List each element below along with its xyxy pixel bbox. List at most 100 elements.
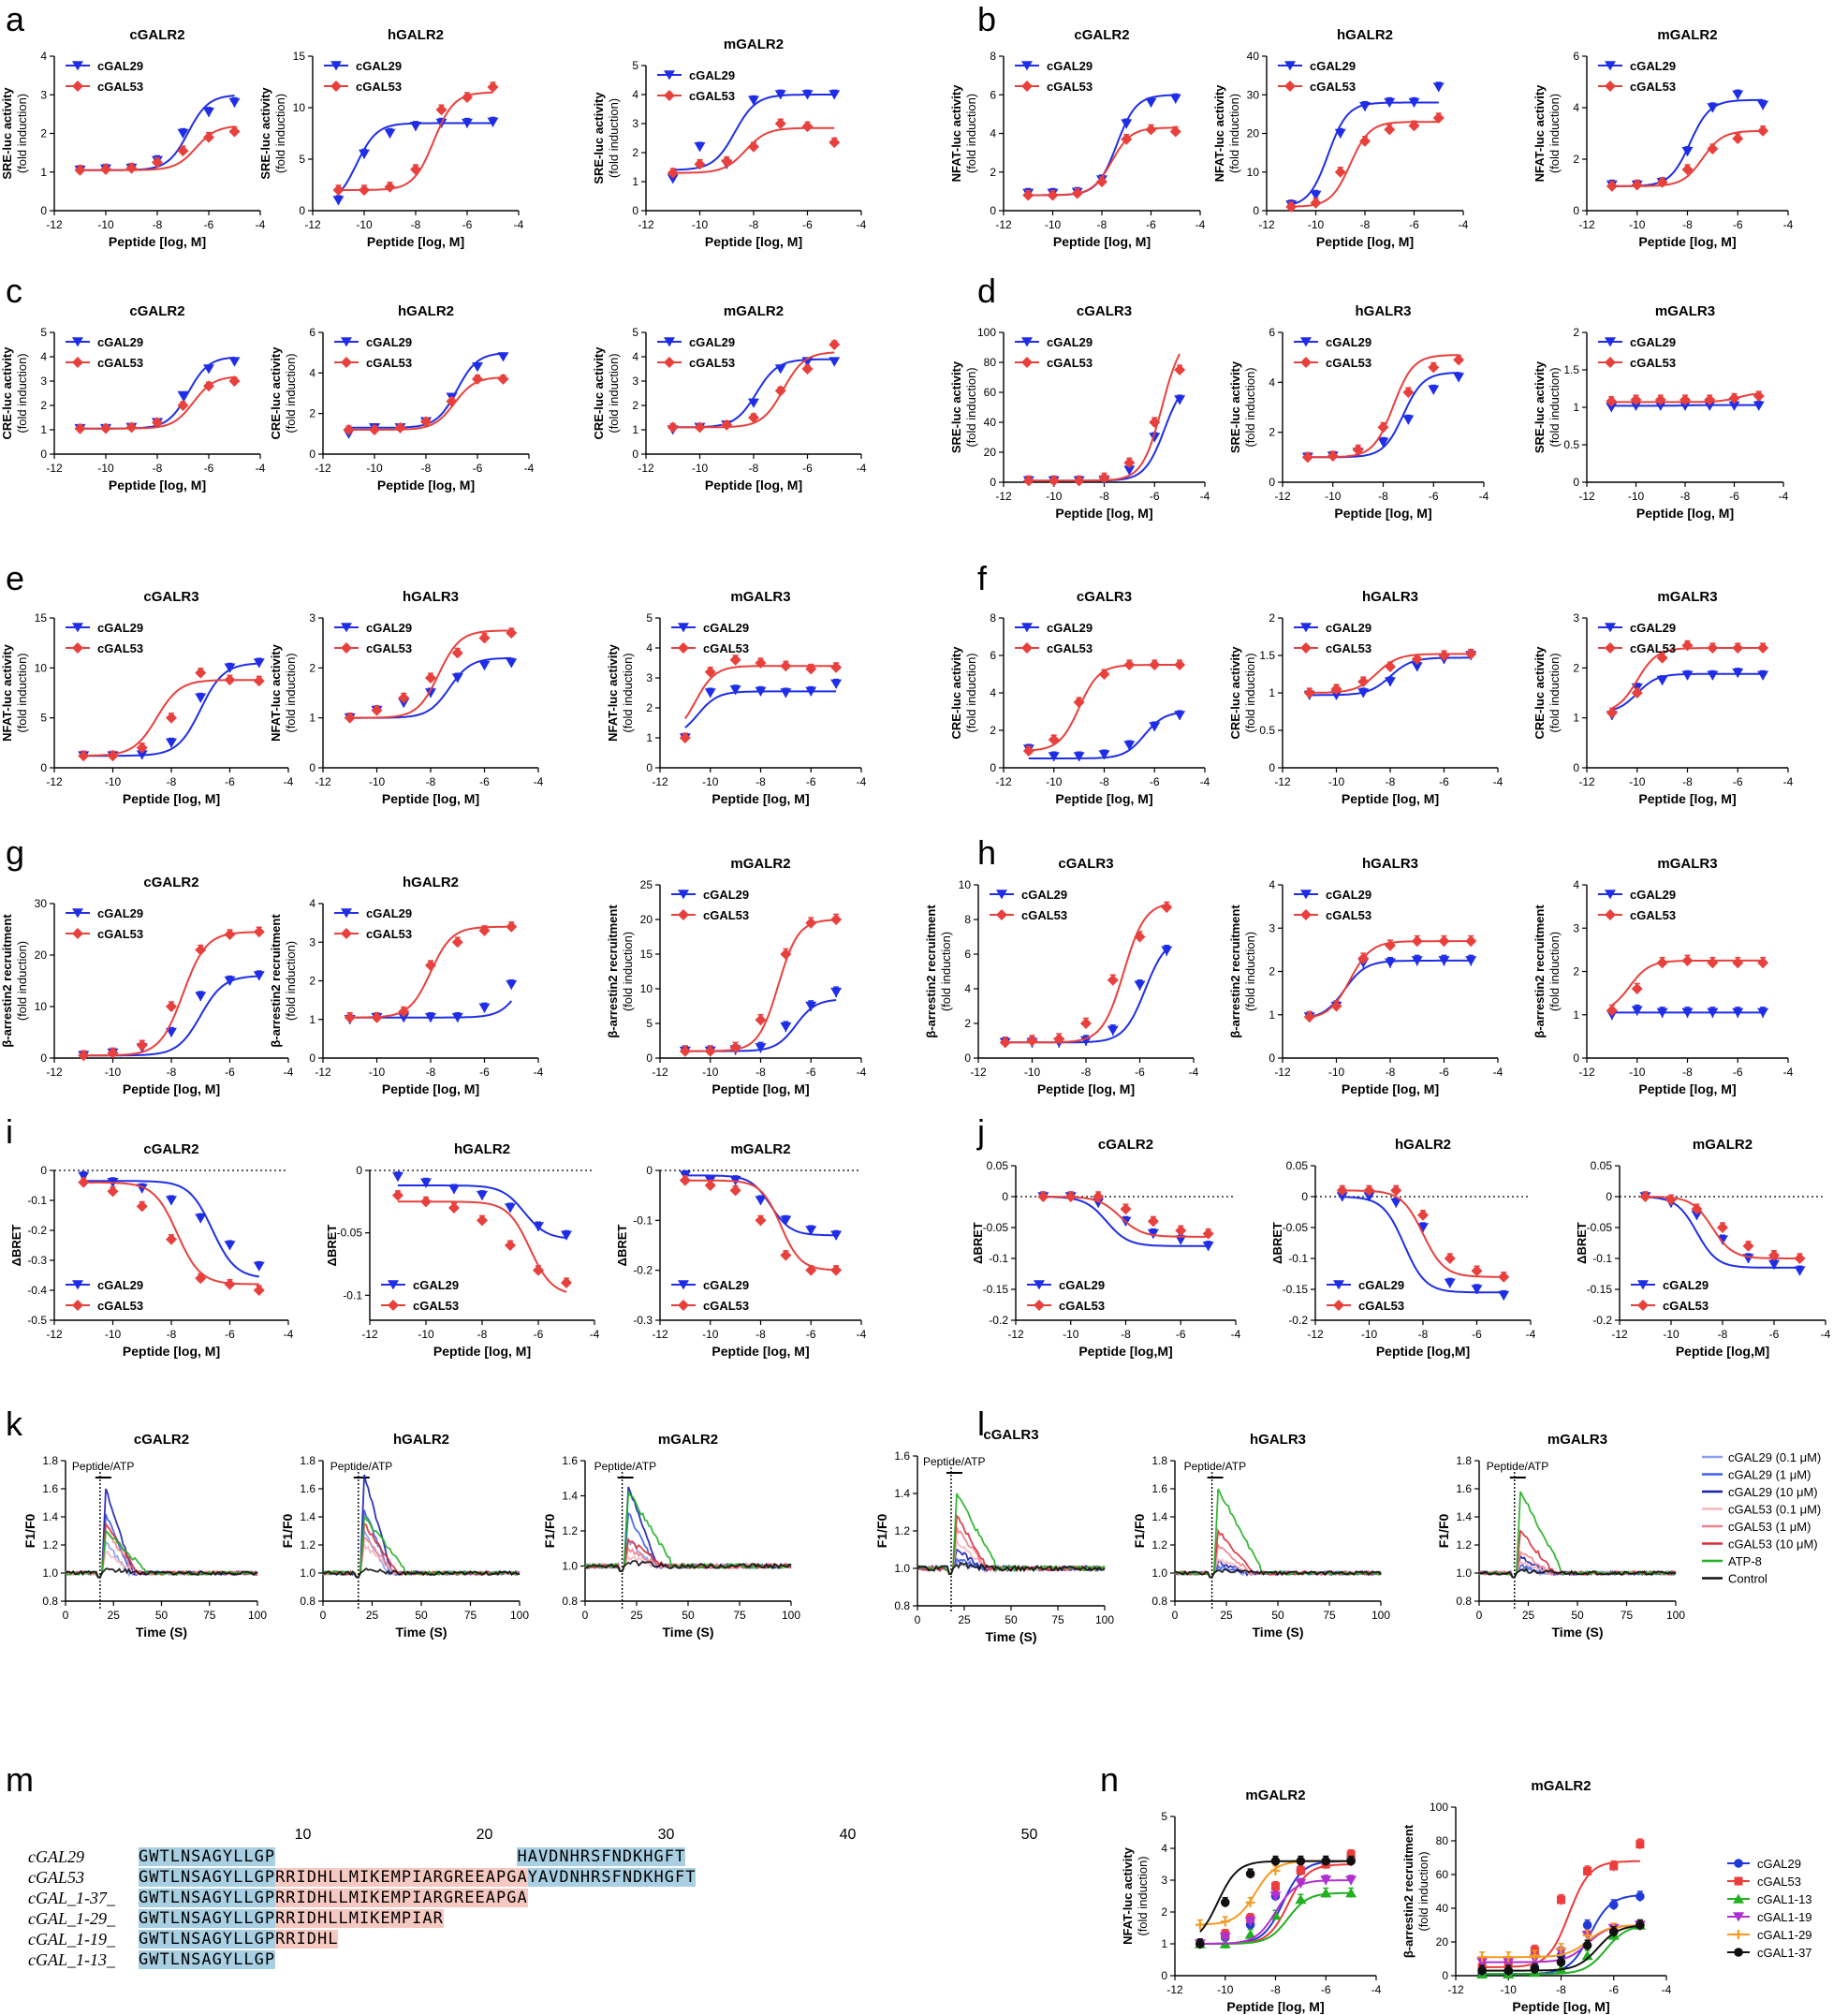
data-point-cGAL29 (780, 1215, 792, 1226)
y-tick-label: 15 (293, 50, 306, 63)
data-point-cGAL53 (369, 424, 380, 435)
data-point-cGAL53 (462, 92, 473, 103)
data-point-cGAL53 (1169, 125, 1181, 138)
y-label-sub: (fold induction) (1243, 653, 1257, 732)
x-tick-label: -6 (462, 218, 473, 231)
data-point-cGAL29 (506, 979, 518, 991)
y-tick-label: 0 (1442, 1969, 1448, 1982)
data-point-cGAL53 (1728, 392, 1740, 404)
chart-title: cGALR3 (1077, 589, 1132, 605)
legend-label: cGAL53 (1047, 641, 1093, 655)
data-point-cGAL53 (1174, 659, 1186, 670)
y-tick-label: 4 (1573, 878, 1579, 891)
data-point-cGAL53 (1098, 669, 1110, 680)
y-tick-label: 0 (632, 448, 638, 461)
legend-label: cGAL53 (1630, 356, 1676, 370)
x-tick-label: -4 (1662, 1983, 1672, 1996)
x-tick-label: -8 (755, 1328, 766, 1341)
legend-marker (341, 908, 352, 919)
x-tick-label: -8 (153, 462, 163, 475)
legend-marker (678, 642, 689, 654)
data-point-cGAL53 (1402, 387, 1415, 398)
y-tick-label: 20 (640, 913, 653, 926)
y-tick-label: 10 (293, 101, 306, 114)
chart-g2: hGALR2 0 1 2 3 4 -12 -10 -8 -6 -4 Peptide [log, M] β… (269, 875, 544, 1096)
legend-marker (664, 337, 675, 347)
data-point-cGAL29 (1768, 1259, 1780, 1270)
stimulus-label: Peptide/ATP (330, 1460, 392, 1473)
data-point-cGAL53 (1359, 135, 1371, 147)
x-tick-label: 75 (464, 1609, 477, 1622)
legend-label: cGAL29 (97, 1278, 143, 1292)
legend-marker (996, 909, 1007, 920)
x-tick-label: -8 (421, 462, 432, 475)
data-point-cGAL29 (1402, 415, 1415, 425)
y-tick-label: 0.05 (1286, 1159, 1309, 1172)
y-tick-label: -0.05 (337, 1227, 363, 1240)
legend-label: cGAL53 (0.1 μM) (1728, 1503, 1821, 1517)
x-tick-label: -12 (638, 462, 654, 475)
data-point-cGAL1-37 (1321, 1856, 1331, 1866)
y-axis-label: SRE-luc activity (fold induction) (0, 87, 29, 180)
y-tick-label: 5 (40, 712, 47, 725)
data-point-cGAL29 (1606, 403, 1618, 413)
chart-title: cGALR2 (143, 875, 198, 890)
legend-marker (664, 90, 675, 101)
data-point-cGAL53 (425, 960, 436, 971)
y-tick-label: 0 (1002, 1190, 1008, 1203)
y-tick-label: 0 (1301, 1190, 1308, 1203)
y-tick-label: 10 (640, 982, 653, 995)
data-point-cGAL29 (451, 673, 463, 684)
panel-letter-n: n (1100, 1760, 1120, 1799)
data-point-cGAL29 (166, 1196, 177, 1206)
x-tick-label: 100 (510, 1609, 529, 1622)
x-tick-label: -8 (1680, 490, 1691, 503)
sequence-alignment: 10 20 30 40 50 cGAL29 GWTLNSAGYLLGP HAVDNHRSF… (28, 1827, 1077, 1999)
x-tick-label: -4 (1200, 775, 1210, 788)
data-point-cGAL29 (1471, 1285, 1483, 1295)
y-axis-label: β-arrestin2 recruitment (fold induction) (924, 905, 953, 1038)
x-tick-label: -6 (806, 1066, 816, 1079)
data-point-cGAL29 (1121, 119, 1133, 129)
chart-title: hGALR3 (1250, 1432, 1306, 1448)
data-point-cGAL29 (166, 738, 177, 748)
trace-ctrl (322, 1567, 521, 1579)
x-tick-label: -8 (1682, 775, 1693, 788)
y-axis-label: ΔBRET (1575, 1222, 1589, 1264)
chart-b2: hGALR2 0 10 20 30 40 -12 -10 -8 -6 -4 Peptide [log,… (1212, 27, 1469, 249)
data-point-cGAL53 (1707, 957, 1719, 969)
legend-marker (1300, 623, 1312, 633)
y-tick-label: 30 (35, 897, 48, 910)
data-point-cGAL53 (1465, 648, 1477, 660)
data-point-cGAL29 (1363, 1192, 1375, 1202)
data-point-cGAL53 (1096, 176, 1107, 188)
data-point-cGAL1-37 (1477, 1965, 1487, 1976)
data-point-cGAL53 (694, 158, 706, 170)
fit-curve-cGAL53 (684, 919, 837, 1052)
y-tick-label: -0.3 (27, 1254, 47, 1267)
trace-ctrl (917, 1561, 1106, 1575)
x-tick-label: -4 (524, 462, 535, 475)
chart-b3: mGALR2 0 2 4 6 -12 -10 -8 -6 -4 Peptide [log, M] NF… (1533, 27, 1794, 249)
data-point-cGAL53 (1048, 475, 1060, 487)
calcium-chart-k1: cGALR2 0.8 1.0 1.2 1.4 1.6 1.8 0 25 50 75 100 Time (… (22, 1432, 267, 1640)
y-tick-label: 30 (1247, 88, 1260, 101)
sequence-name: cGAL_1-29_ (28, 1909, 115, 1928)
data-point-cGAL29 (1334, 128, 1346, 139)
legend-marker (1300, 909, 1312, 920)
y-label-main: SRE-luc activity (0, 87, 14, 180)
data-point-cGAL29 (1753, 401, 1765, 411)
data-point-cGAL53 (1411, 654, 1423, 665)
chart-title: cGALR2 (1074, 27, 1129, 43)
y-tick-label: 0 (632, 204, 638, 217)
data-point-cGAL53 (1606, 1005, 1618, 1017)
calcium-chart-k2: hGALR2 0.8 1.0 1.2 1.4 1.6 1.8 0 25 50 75 100 Time (… (280, 1432, 529, 1640)
y-tick-label: 20 (984, 446, 997, 459)
legend-marker (72, 642, 83, 654)
y-tick-label: 10 (35, 1000, 48, 1013)
x-axis-label: Peptide [log, M] (711, 1344, 809, 1359)
data-point-cGAL53 (107, 750, 119, 762)
chart-title: cGALR3 (983, 1427, 1038, 1443)
data-point-cGAL53 (78, 1050, 90, 1062)
